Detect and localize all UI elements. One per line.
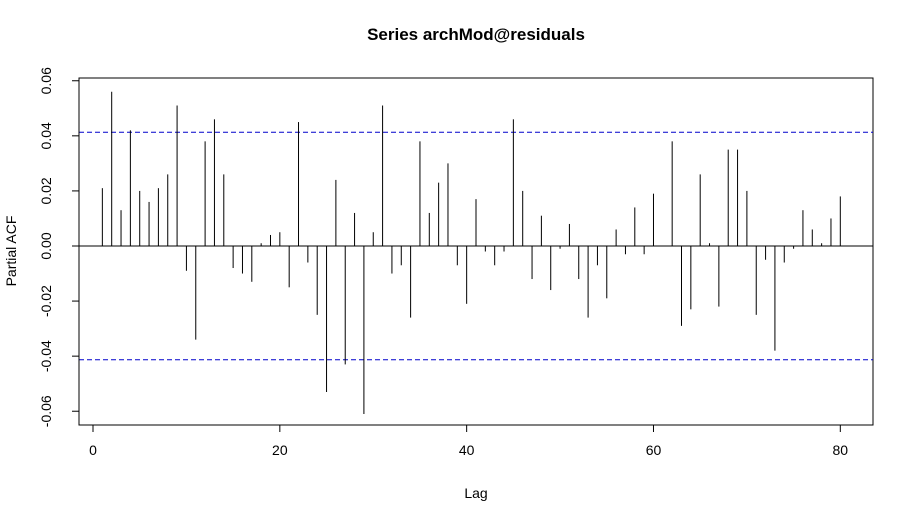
y-tick-label: -0.04: [38, 340, 54, 372]
x-tick-label: 20: [272, 442, 288, 458]
y-tick-label: 0.06: [38, 67, 54, 94]
y-axis: -0.06 -0.04 -0.02 0.00 0.02 0.04 0.06: [38, 67, 80, 427]
y-tick-label: 0.04: [38, 122, 54, 149]
pacf-spikes: [101, 91, 841, 414]
y-tick-label: -0.02: [38, 285, 54, 317]
y-tick-label: -0.06: [38, 395, 54, 427]
chart-title: Series archMod@residuals: [367, 25, 585, 44]
plot-box: [78, 77, 874, 426]
x-tick-label: 0: [89, 442, 97, 458]
x-axis: 0 20 40 60 80: [89, 424, 849, 458]
y-axis-label: Partial ACF: [3, 216, 19, 287]
confidence-bounds: [79, 131, 873, 361]
y-tick-label: 0.02: [38, 177, 54, 204]
x-tick-label: 40: [459, 442, 475, 458]
x-axis-label: Lag: [464, 485, 487, 501]
x-tick-label: 60: [646, 442, 662, 458]
y-tick-label: 0.00: [38, 232, 54, 259]
x-tick-label: 80: [833, 442, 849, 458]
